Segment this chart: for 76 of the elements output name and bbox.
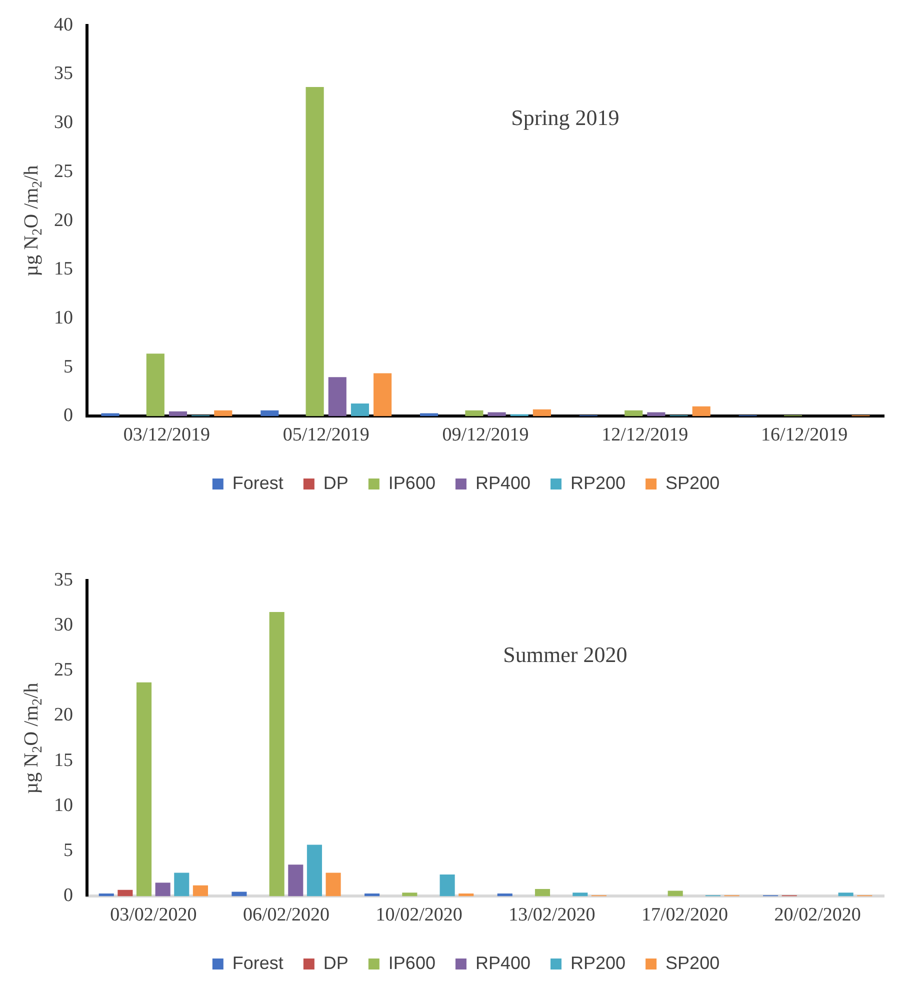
y-tick-label: 0 — [64, 405, 73, 426]
bar — [232, 892, 247, 896]
y-axis-title: µg N2O /m2/h — [20, 682, 46, 794]
y-tick-label: 20 — [54, 210, 73, 231]
y-tick-label: 5 — [64, 356, 73, 378]
y-tick-label: 40 — [54, 14, 73, 36]
legend-label: DP — [323, 472, 348, 493]
legend-label: SP200 — [666, 472, 720, 493]
bar — [146, 354, 164, 416]
bar — [534, 888, 550, 896]
legend-label: IP600 — [388, 952, 436, 973]
legend-label: RP400 — [475, 952, 531, 973]
bar — [497, 893, 512, 896]
y-tick-label: 35 — [54, 63, 73, 84]
legend-label: RP200 — [570, 472, 626, 493]
bar — [155, 882, 170, 896]
bar — [174, 872, 190, 896]
x-tick-label: 03/02/2020 — [110, 904, 197, 926]
bar — [838, 892, 854, 896]
x-tick-label: 03/12/2019 — [123, 424, 210, 446]
bar — [136, 682, 152, 896]
x-tick-label: 10/02/2020 — [376, 904, 462, 926]
y-tick-label: 10 — [54, 794, 73, 816]
y-tick-label: 10 — [54, 307, 73, 328]
legend-label: Forest — [232, 472, 284, 493]
x-tick-label: 06/02/2020 — [242, 904, 330, 926]
y-tick-label: 25 — [54, 660, 73, 681]
bar — [288, 864, 304, 896]
legend-label: SP200 — [666, 952, 720, 973]
bar — [269, 612, 284, 896]
bar — [260, 410, 279, 416]
bar — [458, 893, 474, 896]
x-tick-label: 09/12/2019 — [442, 424, 529, 446]
bar — [668, 890, 683, 896]
bar — [465, 410, 484, 416]
bar — [532, 409, 551, 416]
y-tick-label: 15 — [54, 258, 73, 280]
bar — [98, 893, 114, 896]
y-tick-label: 30 — [54, 614, 73, 636]
legend-label: RP200 — [570, 952, 626, 973]
legend-label: DP — [323, 952, 348, 973]
bar — [440, 874, 455, 896]
x-tick-label: 17/02/2020 — [641, 904, 728, 926]
x-tick-label: 05/12/2019 — [282, 424, 370, 446]
x-tick-label: 20/02/2020 — [774, 904, 861, 926]
x-tick-label: 16/12/2019 — [761, 424, 848, 446]
y-tick-label: 0 — [64, 885, 73, 906]
y-tick-label: 30 — [54, 112, 73, 134]
y-tick-label: 15 — [54, 750, 73, 771]
bar — [118, 890, 133, 896]
bar — [692, 406, 710, 416]
bar — [374, 373, 392, 416]
bar — [350, 404, 370, 416]
text: Spring 2019 — [511, 104, 620, 130]
bar — [402, 892, 418, 896]
x-tick-label: 12/12/2019 — [602, 424, 688, 446]
y-tick-label: 25 — [54, 160, 73, 182]
bar — [624, 410, 643, 416]
x-tick-label: 13/02/2020 — [508, 904, 596, 926]
bar — [306, 86, 324, 416]
y-tick-label: 35 — [54, 569, 73, 590]
bar — [328, 377, 346, 416]
text: Summer 2020 — [503, 642, 628, 667]
legend-label: IP600 — [388, 472, 436, 493]
y-tick-label: 5 — [64, 840, 73, 862]
bar — [572, 892, 588, 896]
bar — [326, 872, 341, 896]
legend-label: RP400 — [475, 472, 531, 493]
y-tick-label: 20 — [54, 704, 73, 726]
bar — [168, 411, 188, 416]
bar — [214, 410, 232, 416]
bar — [192, 885, 208, 896]
legend-label: Forest — [232, 952, 284, 973]
y-axis-title: µg N2O /m2/h — [20, 165, 46, 276]
bar — [306, 844, 322, 896]
bar — [364, 893, 380, 896]
